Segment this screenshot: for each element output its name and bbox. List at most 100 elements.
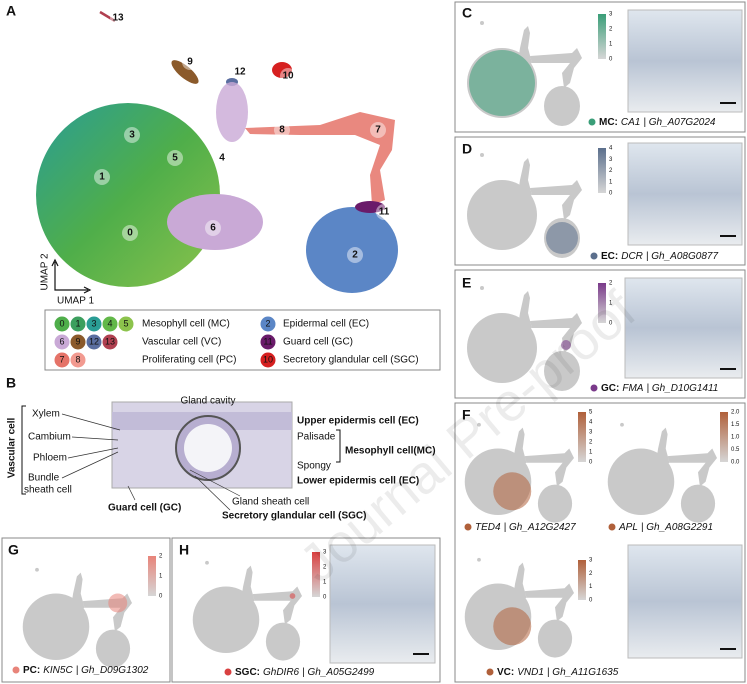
- cluster-label: 11: [379, 207, 390, 218]
- colorbar-tick: 3: [609, 12, 613, 18]
- legend-number: 13: [105, 336, 115, 346]
- cluster-6: [167, 194, 263, 250]
- legend-number: 12: [89, 336, 99, 346]
- cluster-label: 8: [279, 125, 285, 136]
- cluster-13: [99, 10, 116, 23]
- label: Gland cavity: [180, 396, 235, 407]
- label: Mesophyll cell(MC): [345, 446, 436, 457]
- caption-dot: [590, 384, 598, 392]
- legend-text: Epidermal cell (EC): [283, 319, 369, 330]
- colorbar-tick: 2: [159, 554, 163, 560]
- caption: PC: KIN5C | Gh_D09G1302: [23, 665, 149, 676]
- legend-swatch: [54, 334, 70, 350]
- panel-c-box: [454, 1, 746, 133]
- caption: APL | Gh_A08G2291: [618, 522, 713, 533]
- umap-plot: [22, 567, 132, 668]
- micrograph: [627, 9, 743, 113]
- caption-cell: EC:: [601, 251, 618, 262]
- micrograph: [627, 142, 743, 246]
- colorbar-tick: 0.0: [731, 460, 740, 466]
- caption-cell: GC:: [601, 383, 619, 394]
- panel-label: D: [462, 141, 472, 157]
- axis-arrows: [51, 258, 92, 294]
- legend-swatch: [102, 316, 118, 332]
- caption-dot: [590, 252, 598, 260]
- legend-swatch: [260, 334, 276, 350]
- colorbar-tick: 5: [589, 410, 593, 416]
- panel-label: B: [6, 375, 16, 391]
- colorbar-tick: 3: [589, 558, 593, 564]
- legend-swatch: [86, 334, 102, 350]
- cluster-label: 2: [352, 250, 358, 261]
- caption-id: | Gh_D09G1302: [76, 665, 149, 676]
- colorbar-tick: 0: [323, 595, 327, 601]
- cluster-6-stem: [216, 82, 248, 142]
- colorbar-tick: 1: [609, 179, 613, 185]
- legend-box: [44, 309, 441, 371]
- colorbar-tick: 1: [609, 301, 613, 307]
- caption: EC: DCR | Gh_A08G0877: [601, 251, 718, 262]
- micrograph: [624, 277, 743, 379]
- colorbar-tick: 2.0: [731, 410, 740, 416]
- caption: TED4 | Gh_A12G2427: [475, 522, 576, 533]
- gland-cavity: [184, 424, 232, 472]
- caption-dot: [224, 668, 232, 676]
- cluster-badge: [167, 150, 183, 166]
- cluster-badge: [205, 220, 221, 236]
- cluster-label: 9: [187, 57, 193, 68]
- legend-number: 10: [263, 354, 273, 364]
- colorbar-tick: 1.0: [731, 435, 740, 441]
- colorbar-tick: 1.5: [731, 422, 740, 428]
- expression-highlight: [493, 607, 532, 646]
- panel-label: G: [8, 542, 19, 558]
- caption-gene: FMA: [622, 383, 643, 394]
- caption-cell: PC:: [23, 665, 40, 676]
- label: Secretory glandular cell (SGC): [222, 511, 367, 522]
- caption-gene: TED4: [475, 522, 501, 533]
- legend-swatch: [70, 316, 86, 332]
- legend-number: 1: [75, 318, 80, 328]
- caption-gene: KIN5C: [43, 665, 73, 676]
- caption: GC: FMA | Gh_D10G1411: [601, 383, 718, 394]
- panel-b: B Vascular cell Xylem Cambium Phloem Bun…: [6, 375, 436, 522]
- cluster-badge: [122, 225, 138, 241]
- caption-dot: [464, 523, 472, 531]
- panel-g-box: [1, 537, 171, 683]
- legend-swatch: [70, 334, 86, 350]
- colorbar-tick: 2: [589, 571, 593, 577]
- panel-label: F: [462, 407, 471, 423]
- caption-cell: MC:: [599, 117, 618, 128]
- colorbar: [598, 148, 606, 193]
- cluster-label: 1: [99, 172, 105, 183]
- umap-1-label: UMAP 1: [57, 296, 94, 307]
- caption: VC: VND1 | Gh_A11G1635: [497, 667, 619, 678]
- label: Phloem: [33, 453, 67, 464]
- colorbar-tick: 0: [609, 57, 613, 63]
- label: Xylem: [32, 409, 60, 420]
- caption-dot: [588, 118, 596, 126]
- cluster-label: 3: [129, 130, 135, 141]
- scale-bar: [413, 653, 429, 655]
- cluster-label: 0: [127, 228, 133, 239]
- caption-id: | Gh_A08G0877: [646, 251, 719, 262]
- label: Palisade: [297, 432, 336, 443]
- colorbar: [720, 412, 728, 462]
- bracket: [21, 405, 26, 495]
- colorbar-tick: 2: [589, 440, 593, 446]
- expression-highlight: [546, 222, 578, 254]
- caption-gene: VND1: [517, 667, 544, 678]
- caption-id: | Gh_A05G2499: [302, 667, 375, 678]
- cluster-11: [355, 201, 385, 213]
- scale-bar: [720, 235, 736, 237]
- panel-label: E: [462, 275, 471, 291]
- colorbar-tick: 0: [609, 321, 613, 327]
- legend-swatch: [54, 316, 70, 332]
- colorbar-tick: 3: [589, 430, 593, 436]
- legend-text: Mesophyll cell (MC): [142, 319, 230, 330]
- colorbar-tick: 2: [609, 281, 613, 287]
- legend-number: 11: [263, 336, 272, 346]
- label: Lower epidermis cell (EC): [297, 476, 419, 487]
- colorbar-tick: 0: [589, 460, 593, 466]
- legend-swatch: [70, 352, 86, 368]
